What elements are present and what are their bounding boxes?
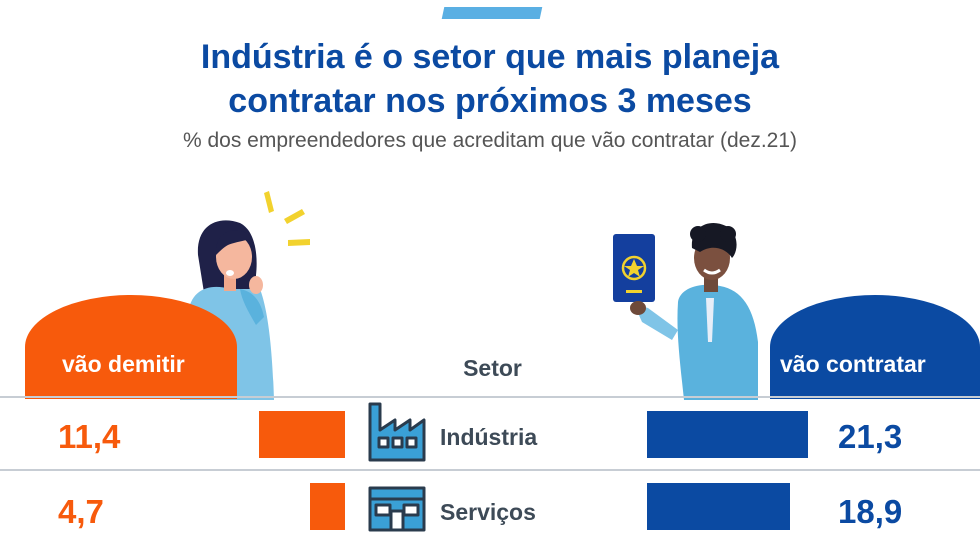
chart-title-line-1: Indústria é o setor que mais planeja	[200, 38, 780, 76]
vao-contratar-semicircle	[770, 295, 980, 399]
man-with-card-illustration	[613, 222, 758, 400]
contratar-bar-industria	[647, 411, 808, 458]
decorative-top-bar	[441, 7, 543, 19]
demitir-value-servicos: 4,7	[58, 493, 104, 530]
contratar-value-servicos: 18,9	[838, 493, 903, 530]
demitir-bar-servicos	[309, 483, 345, 530]
contratar-value-industria: 21,3	[838, 418, 903, 455]
row-divider-middle	[0, 469, 980, 471]
demitir-value-industria: 11,4	[58, 418, 121, 455]
sector-label-industria: Indústria	[440, 424, 538, 450]
factory-icon	[368, 402, 426, 462]
vao-demitir-semicircle	[25, 295, 237, 399]
vao-contratar-label: vão contratar	[780, 351, 926, 377]
row-divider-top	[0, 396, 980, 398]
demitir-bar-industria	[258, 411, 345, 458]
storefront-icon	[368, 486, 426, 532]
chart-subtitle: % dos empreendedores que acreditam que v…	[182, 129, 798, 152]
contratar-bar-servicos	[647, 483, 790, 530]
setor-header: Setor	[463, 355, 522, 381]
vao-demitir-label: vão demitir	[62, 351, 185, 377]
chart-title-line-2: contratar nos próximos 3 meses	[228, 82, 752, 120]
sector-label-servicos: Serviços	[440, 499, 536, 525]
